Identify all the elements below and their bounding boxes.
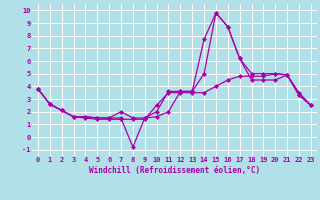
- X-axis label: Windchill (Refroidissement éolien,°C): Windchill (Refroidissement éolien,°C): [89, 166, 260, 175]
